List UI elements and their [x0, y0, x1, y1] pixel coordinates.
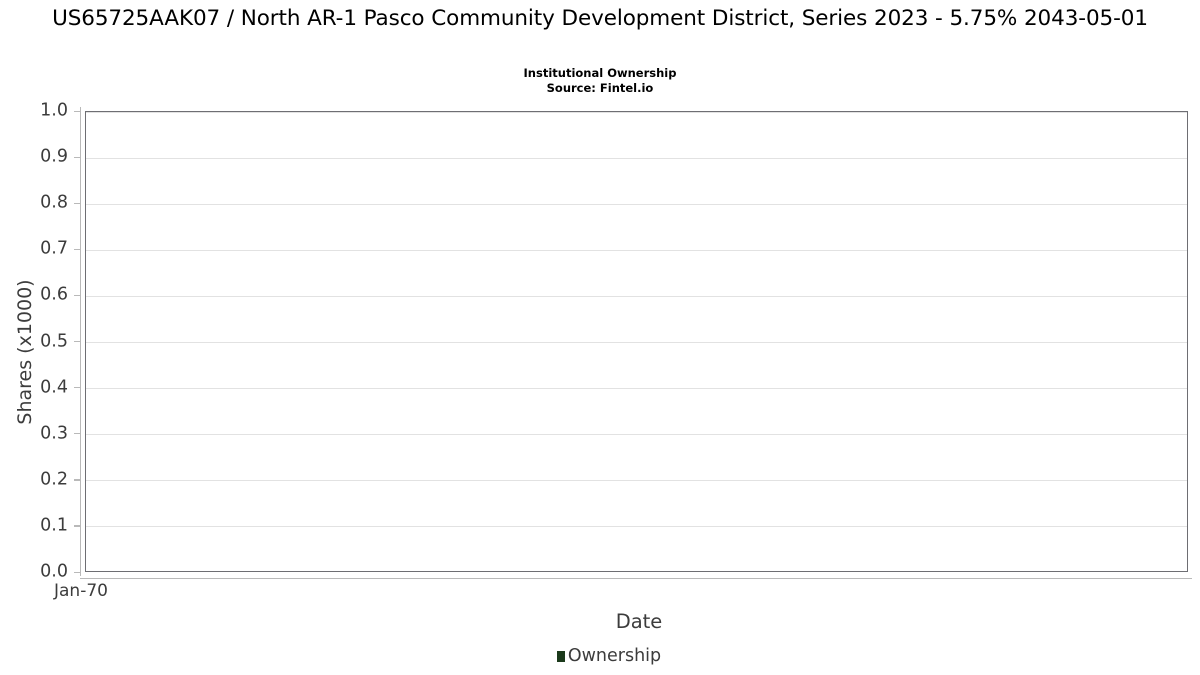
gridline — [86, 526, 1187, 528]
y-axis-tick-mark — [74, 294, 80, 297]
legend-swatch-icon — [556, 651, 565, 663]
y-axis-tick-mark — [74, 202, 80, 204]
x-axis-title: Date — [615, 610, 663, 633]
legend-item[interactable]: Ownership — [556, 646, 662, 666]
y-axis-tick-label: 1.0 — [40, 100, 68, 121]
gridline — [86, 388, 1187, 390]
x-axis-tick-label: Jan-70 — [54, 581, 108, 601]
chart-title: US65725AAK07 / North AR-1 Pasco Communit… — [52, 6, 1148, 31]
gridline — [86, 157, 1187, 159]
y-axis-tick-mark — [74, 571, 80, 573]
y-axis-tick-label: 0.3 — [40, 422, 68, 443]
gridline — [86, 111, 1187, 113]
chart-subtitle-primary: Institutional Ownership — [523, 66, 677, 80]
chart-title-block: US65725AAK07 / North AR-1 Pasco Communit… — [0, 4, 1200, 34]
y-axis-tick-mark — [74, 110, 80, 112]
gridline — [86, 434, 1187, 436]
y-axis-tick-label: 0.5 — [40, 330, 68, 351]
gridline — [86, 295, 1187, 297]
y-axis-tick-label: 0.6 — [40, 284, 68, 305]
chart-legend[interactable]: Ownership — [0, 646, 1200, 666]
y-axis-tick-label: 0.1 — [40, 515, 68, 536]
legend-label: Ownership — [567, 646, 662, 666]
y-axis-tick-mark — [74, 156, 80, 158]
plot-area — [85, 111, 1188, 572]
y-axis-tick-mark — [74, 433, 80, 435]
y-axis-title: Shares (x1000) — [14, 279, 36, 425]
y-axis-tick-label: 0.8 — [40, 192, 68, 213]
y-axis-tick-label: 0.2 — [40, 469, 68, 490]
y-axis-spine — [80, 107, 82, 576]
chart-subtitle-source: Source: Fintel.io — [546, 81, 654, 95]
chart-subtitle-block: Institutional Ownership Source: Fintel.i… — [0, 66, 1200, 96]
y-axis-tick-label: 0.9 — [40, 146, 68, 167]
gridline — [86, 342, 1187, 343]
y-axis-tick-mark — [74, 479, 80, 481]
y-axis-tick-mark — [74, 525, 80, 527]
y-axis-tick-mark — [74, 341, 80, 343]
gridline — [86, 480, 1187, 482]
y-axis-tick-mark — [74, 387, 80, 389]
gridline — [86, 249, 1187, 251]
y-axis-tick-mark — [74, 248, 80, 251]
y-axis-tick-label: 0.7 — [40, 238, 68, 259]
y-axis-tick-label: 0.4 — [40, 376, 68, 397]
x-axis-spine — [80, 578, 1192, 580]
gridline — [86, 203, 1187, 205]
y-axis-tick-label: 0.0 — [40, 561, 68, 582]
